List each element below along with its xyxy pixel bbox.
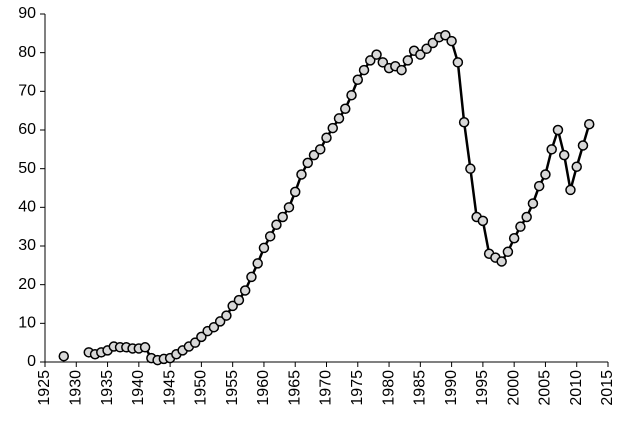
- x-tick-label: 1955: [224, 370, 241, 406]
- marker: [521, 211, 532, 223]
- marker: [540, 169, 551, 180]
- marker: [427, 37, 439, 49]
- x-tick-label: 1965: [286, 370, 303, 406]
- x-tick-label: 1990: [443, 370, 460, 406]
- y-tick-label: 70: [18, 83, 36, 100]
- marker: [239, 285, 251, 296]
- marker: [358, 64, 370, 76]
- marker: [583, 118, 595, 130]
- marker: [258, 242, 270, 254]
- marker: [440, 30, 451, 41]
- marker: [214, 316, 226, 327]
- x-tick-label: 1945: [161, 370, 178, 406]
- y-tick-label: 90: [18, 5, 36, 22]
- marker: [277, 211, 288, 223]
- y-tick-label: 0: [27, 353, 36, 370]
- y-tick-label: 50: [18, 160, 36, 177]
- marker: [371, 49, 382, 60]
- x-tick-label: 1985: [412, 370, 429, 406]
- marker: [515, 221, 526, 232]
- x-tick-label: 2010: [568, 370, 585, 406]
- marker: [377, 57, 389, 68]
- marker: [352, 74, 364, 85]
- x-tick-label: 2015: [599, 370, 616, 406]
- marker: [465, 163, 476, 174]
- marker: [189, 337, 201, 348]
- marker: [221, 310, 232, 321]
- marker: [139, 342, 151, 353]
- marker: [533, 180, 545, 192]
- y-tick-label: 20: [18, 276, 36, 293]
- marker: [58, 350, 70, 362]
- x-tick-label: 1980: [380, 370, 397, 406]
- x-tick-label: 1970: [318, 370, 335, 406]
- y-tick-label: 30: [18, 237, 36, 254]
- y-tick-label: 10: [18, 315, 36, 332]
- marker: [452, 57, 464, 68]
- marker: [271, 219, 282, 230]
- marker: [458, 117, 470, 128]
- marker: [327, 122, 339, 134]
- marker: [302, 157, 313, 169]
- x-tick-label: 1975: [349, 370, 366, 406]
- marker: [283, 202, 295, 213]
- marker: [289, 186, 301, 198]
- marker: [577, 140, 589, 151]
- x-tick-label: 1940: [130, 370, 147, 406]
- marker: [340, 103, 351, 114]
- marker: [296, 169, 307, 180]
- marker: [246, 271, 257, 283]
- marker: [402, 55, 414, 66]
- marker: [308, 149, 320, 161]
- x-tick-label: 1925: [36, 370, 53, 406]
- marker: [396, 64, 407, 76]
- marker: [264, 231, 276, 242]
- y-tick-label: 60: [18, 121, 36, 138]
- marker: [508, 233, 520, 244]
- marker: [208, 321, 220, 333]
- x-tick-label: 1960: [255, 370, 272, 406]
- marker: [415, 49, 426, 60]
- x-tick-label: 1935: [99, 370, 116, 406]
- y-tick-label: 40: [18, 199, 36, 216]
- marker: [571, 161, 582, 172]
- x-tick-label: 2000: [505, 370, 522, 406]
- marker: [565, 184, 576, 196]
- marker: [421, 43, 432, 55]
- marker: [552, 124, 564, 136]
- marker: [321, 132, 332, 143]
- line: [88, 33, 591, 362]
- marker: [546, 144, 557, 155]
- marker: [365, 55, 376, 66]
- x-tick-label: 1950: [193, 370, 210, 406]
- marker: [314, 144, 326, 155]
- marker: [196, 331, 207, 343]
- x-tick-label: 1930: [67, 370, 84, 406]
- marker: [496, 256, 507, 267]
- marker: [252, 258, 263, 269]
- marker: [477, 215, 489, 227]
- marker: [558, 149, 570, 161]
- marker: [502, 246, 514, 258]
- marker: [333, 113, 345, 124]
- marker: [527, 198, 539, 209]
- y-tick-label: 80: [18, 44, 36, 61]
- marker: [227, 300, 238, 312]
- x-tick-label: 1995: [474, 370, 491, 406]
- x-tick-label: 2005: [537, 370, 554, 406]
- marker: [346, 89, 357, 101]
- marker: [233, 294, 245, 306]
- marker: [446, 35, 457, 47]
